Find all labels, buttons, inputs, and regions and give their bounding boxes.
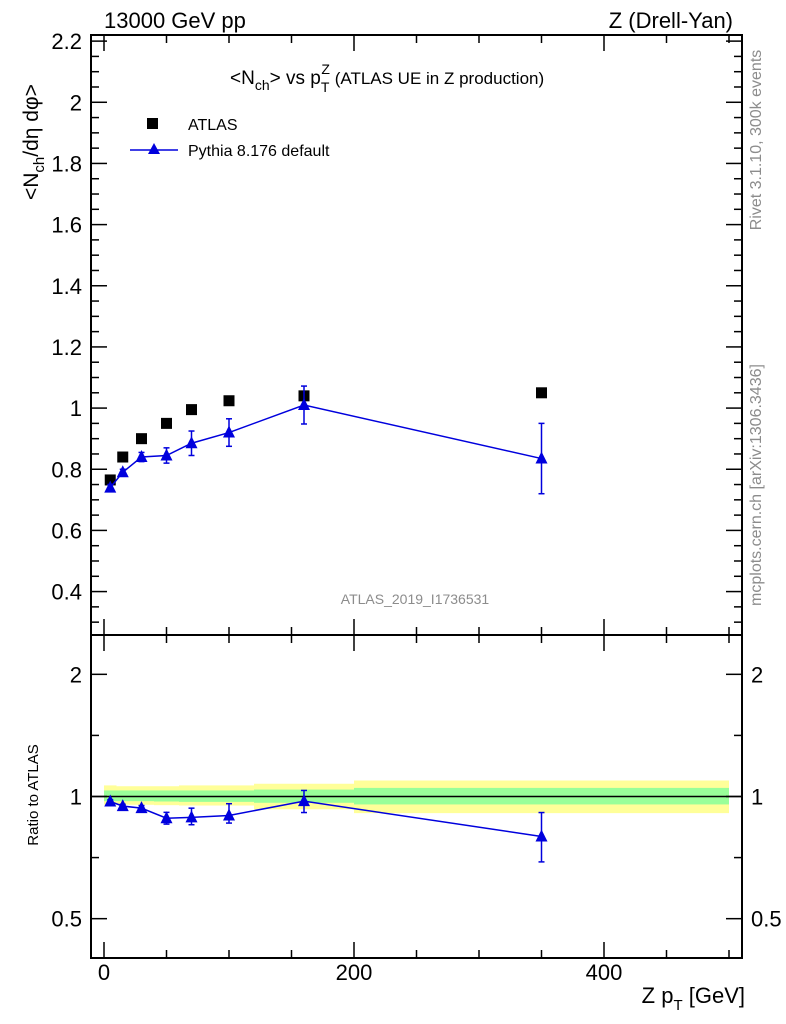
title-part: <N: [230, 68, 255, 89]
main-y-tick-label: 1.6: [51, 213, 82, 238]
rivet-info: Rivet 3.1.10, 300k events: [748, 50, 765, 231]
pythia-data-point: [104, 480, 117, 493]
legend-pythia-marker: [148, 143, 160, 154]
ratio-data-point: [298, 794, 310, 807]
xlabel-sub: T: [673, 997, 682, 1014]
title-sub: T: [321, 79, 330, 95]
pythia-data-point: [185, 436, 198, 449]
pythia-data-point: [160, 448, 173, 461]
xlabel-part: Z p: [642, 983, 674, 1008]
ratio-y-tick-label-right: 0.5: [751, 907, 782, 932]
title-sup: Z: [321, 61, 330, 77]
ratio-data-point: [135, 801, 148, 814]
ratio-data-point: [185, 810, 198, 823]
pythia-data-point: [135, 450, 148, 463]
main-y-tick-label: 0.6: [51, 518, 82, 543]
ratio-y-tick-label-right: 1: [751, 785, 763, 810]
x-axis-label: Z pT [GeV]: [642, 983, 745, 1014]
header-left: 13000 GeV pp: [104, 8, 246, 33]
header-right: Z (Drell-Yan): [609, 8, 733, 33]
analysis-watermark: ATLAS_2019_I1736531: [341, 591, 490, 607]
ratio-data-point: [535, 829, 548, 842]
plot-title: <Nch> vs pTZ (ATLAS UE in Z production): [230, 61, 544, 95]
title-part: > vs p: [270, 68, 321, 89]
ratio-data-point: [223, 808, 235, 821]
ratio-y-label: Ratio to ATLAS: [25, 744, 42, 845]
main-y-tick-label: 0.8: [51, 457, 82, 482]
ratio-data-point: [104, 794, 117, 807]
pythia-data-point: [298, 398, 310, 411]
ratio-data-point: [116, 799, 129, 812]
pythia-data-point: [116, 465, 129, 478]
main-y-tick-label: 2.2: [51, 29, 82, 54]
main-y-tick-label: 1.4: [51, 274, 82, 299]
main-y-tick-label: 1.2: [51, 335, 82, 360]
legend: ATLAS Pythia 8.176 default: [130, 117, 330, 160]
ratio-y-tick-label-left: 1: [70, 785, 82, 810]
ratio-y-tick-label-right: 2: [751, 662, 763, 687]
pythia-data-point: [535, 451, 548, 464]
ylabel-part: <N: [20, 173, 43, 200]
pythia-line: [109, 404, 542, 489]
atlas-data-point: [223, 395, 235, 407]
pythia-data-point: [223, 425, 235, 438]
main-y-tick-label: 0.4: [51, 580, 82, 605]
legend-atlas-marker: [147, 118, 158, 129]
main-y-tick-label: 2: [70, 90, 82, 115]
x-tick-label: 200: [336, 960, 373, 985]
mcplots-info: mcplots.cern.ch [arXiv:1306.3436]: [748, 364, 765, 606]
atlas-data-point: [136, 433, 147, 445]
ylabel-part: /dη dφ>: [20, 84, 43, 157]
title-part: (ATLAS UE in Z production): [330, 69, 544, 88]
main-y-tick-label: 1.8: [51, 151, 82, 176]
atlas-data-point: [117, 451, 129, 463]
ratio-data-point: [160, 811, 173, 824]
atlas-data-point: [104, 474, 116, 486]
atlas-data-point: [536, 387, 547, 399]
main-y-tick-label: 1: [70, 396, 82, 421]
title-sub: ch: [255, 77, 270, 93]
x-tick-label: 400: [586, 960, 623, 985]
x-tick-label: 0: [98, 960, 110, 985]
ratio-y-tick-label-left: 2: [70, 662, 82, 687]
main-y-label: <Nch/dη dφ>: [20, 84, 48, 200]
ylabel-sub: ch: [31, 157, 48, 173]
atlas-data-point: [186, 404, 197, 416]
legend-pythia-label: Pythia 8.176 default: [188, 143, 330, 160]
atlas-data-point: [161, 417, 172, 429]
legend-atlas-label: ATLAS: [188, 117, 238, 134]
ratio-y-tick-label-left: 0.5: [51, 907, 82, 932]
xlabel-part: [GeV]: [683, 983, 745, 1008]
